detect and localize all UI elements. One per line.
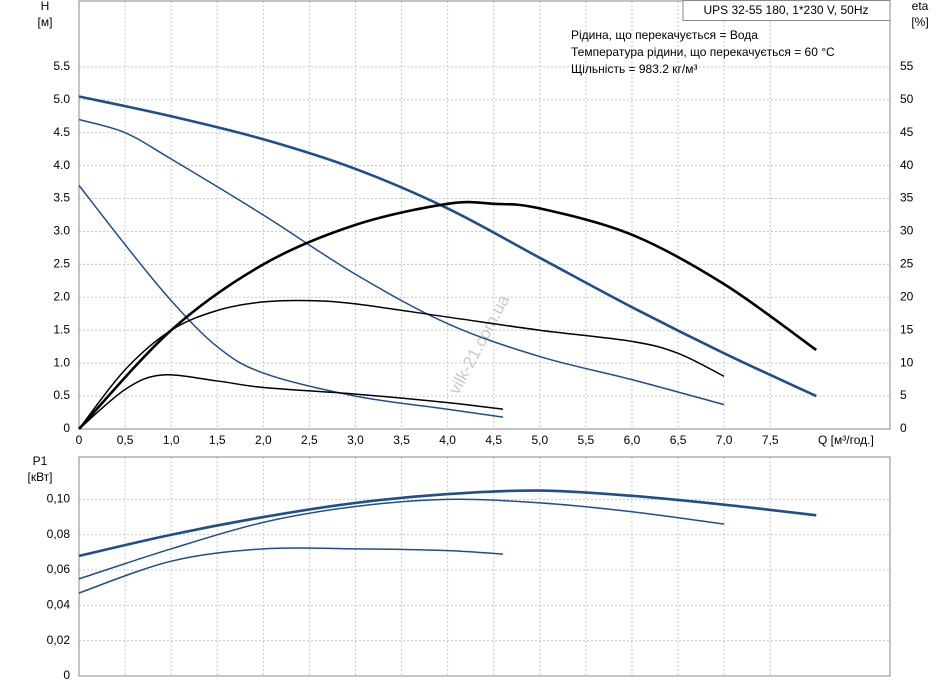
x-tick-label: 2,0 xyxy=(255,433,272,447)
y2-tick-label: 55 xyxy=(900,59,914,73)
curve xyxy=(78,200,818,430)
curve xyxy=(78,489,817,558)
y2-tick-label: 50 xyxy=(900,92,914,106)
y-tick-label: 1.0 xyxy=(53,355,70,369)
x-tick-label: 0,5 xyxy=(117,433,134,447)
x-tick-label: 4,0 xyxy=(439,433,456,447)
y2-axis-unit: [%] xyxy=(911,15,928,29)
curve xyxy=(78,498,725,580)
chart-title: UPS 32-55 180, 1*230 V, 50Hz xyxy=(703,3,868,17)
x-tick-label: 1,0 xyxy=(163,433,180,447)
x-tick-label: 3,5 xyxy=(393,433,410,447)
y2-axis-label: eta xyxy=(912,0,929,13)
y-tick-label: 5.0 xyxy=(53,92,70,106)
y-axis-unit: [м] xyxy=(38,15,53,29)
x-tick-label: 7,0 xyxy=(716,433,733,447)
curve xyxy=(78,299,725,430)
y-tick-label: 4.0 xyxy=(53,158,70,172)
y2-tick-label: 5 xyxy=(900,388,907,402)
y2-tick-label: 10 xyxy=(900,355,914,369)
lower-plot-frame xyxy=(78,456,891,677)
y-tick-label: 5.5 xyxy=(53,59,70,73)
annotation: Щільність = 983.2 кг/м³ xyxy=(571,62,697,76)
x-tick-label: 2,5 xyxy=(301,433,318,447)
y-tick-label: 4.5 xyxy=(53,125,70,139)
curve xyxy=(78,95,817,398)
y2-tick-label: 35 xyxy=(900,191,914,205)
y2-tick-label: 30 xyxy=(900,224,914,238)
y2-tick-label: 20 xyxy=(900,289,914,303)
y2-tick-label: 0 xyxy=(900,421,907,435)
y-tick-label: 0 xyxy=(63,668,70,682)
curve xyxy=(78,184,504,418)
y-tick-label: 0 xyxy=(63,421,70,435)
y-axis-unit: [кВт] xyxy=(27,470,52,484)
annotation: Температура рідини, що перекачується = 6… xyxy=(571,45,835,59)
x-tick-label: 6,0 xyxy=(624,433,641,447)
x-tick-label: 0 xyxy=(76,433,83,447)
y2-tick-label: 40 xyxy=(900,158,914,172)
y-tick-label: 0,06 xyxy=(47,562,71,576)
x-tick-label: 3,0 xyxy=(347,433,364,447)
y2-tick-label: 15 xyxy=(900,322,914,336)
y-axis-label: P1 xyxy=(33,454,48,468)
x-tick-label: 7,5 xyxy=(762,433,779,447)
y-tick-label: 1.5 xyxy=(53,322,70,336)
x-tick-label: 4,5 xyxy=(485,433,502,447)
title-box xyxy=(682,0,891,21)
annotation: Рідина, що перекачується = Вода xyxy=(571,28,758,42)
y-tick-label: 3.0 xyxy=(53,224,70,238)
curve xyxy=(78,547,503,594)
y-tick-label: 0,10 xyxy=(47,492,71,506)
upper-plot-frame xyxy=(78,0,891,430)
x-tick-label: 5,5 xyxy=(578,433,595,447)
y-tick-label: 2.0 xyxy=(53,289,70,303)
y-tick-label: 0,04 xyxy=(47,598,71,612)
x-tick-label: 1,5 xyxy=(209,433,226,447)
x-tick-label: 5,0 xyxy=(531,433,548,447)
y2-tick-label: 45 xyxy=(900,125,914,139)
x-tick-label: 6,5 xyxy=(670,433,687,447)
y-tick-label: 0.5 xyxy=(53,388,70,402)
y-axis-label: H xyxy=(41,0,50,13)
curve xyxy=(78,374,504,430)
x-axis-label: Q [м³/год.] xyxy=(818,433,874,447)
y2-tick-label: 25 xyxy=(900,257,914,271)
curve xyxy=(78,118,725,406)
y-tick-label: 0,08 xyxy=(47,527,71,541)
y-tick-label: 3.5 xyxy=(53,191,70,205)
y-tick-label: 2.5 xyxy=(53,257,70,271)
y-tick-label: 0,02 xyxy=(47,633,71,647)
